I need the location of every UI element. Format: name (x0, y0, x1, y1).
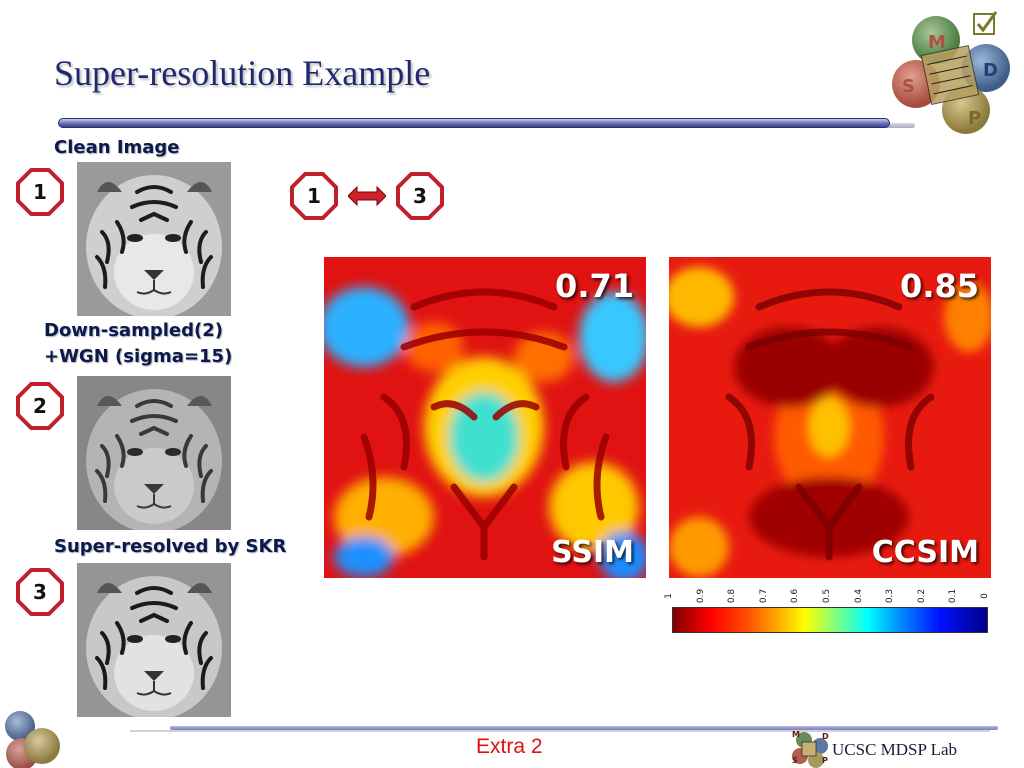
svg-text:D: D (983, 60, 998, 81)
ssim-map: 0.71 SSIM (324, 257, 646, 578)
downsampled-tiger-image (77, 376, 231, 530)
colorbar-tick-label: 0.9 (695, 588, 706, 604)
logo-letter-s: S (792, 756, 798, 765)
logo-letter-m: M (792, 730, 800, 739)
badge-2-number: 2 (20, 386, 60, 426)
compare-badge-3: 3 (396, 172, 444, 220)
badge-1: 1 (16, 168, 64, 216)
ssim-label: SSIM (551, 535, 634, 570)
colorbar-tick-label: 0.4 (853, 588, 864, 604)
badge-3: 3 (16, 568, 64, 616)
compare-badge-1-number: 1 (294, 176, 334, 216)
superresolved-label: Super-resolved by SKR (54, 536, 287, 557)
colorbar (672, 607, 988, 633)
double-arrow-icon (348, 186, 386, 206)
ccsim-map: 0.85 CCSIM (669, 257, 991, 578)
colorbar-tick-label: 0.6 (790, 588, 801, 604)
colorbar-tick-label: 0.1 (948, 588, 959, 604)
footer-rule-shadow (130, 730, 990, 732)
ssim-value: 0.71 (555, 267, 634, 305)
slide-title: Super-resolution Example (54, 53, 431, 93)
downsampled-label-line2: +WGN (sigma=15) (44, 346, 233, 367)
colorbar-tick-label: 0.3 (885, 588, 896, 604)
lab-name: UCSC MDSP Lab (832, 740, 958, 759)
badge-1-number: 1 (20, 172, 60, 212)
badge-2: 2 (16, 382, 64, 430)
clean-tiger-image (77, 162, 231, 316)
footer-text: Extra 2 (476, 735, 543, 758)
colorbar-tick-label: 1 (664, 593, 674, 599)
mdsp-small-logo-icon (792, 732, 828, 768)
svg-text:S: S (902, 76, 915, 97)
compare-badge-1: 1 (290, 172, 338, 220)
colorbar-tick-label: 0 (980, 593, 990, 599)
ccsim-value: 0.85 (900, 267, 979, 305)
colorbar-tick-label: 0.2 (916, 588, 927, 604)
logo-letter-p: P (822, 756, 828, 765)
clean-image-label: Clean Image (54, 137, 180, 158)
superresolved-tiger-image (77, 563, 231, 717)
colorbar-tick-label: 0.7 (758, 588, 769, 604)
mdsp-logo-icon: M D S P (892, 11, 1010, 134)
ccsim-label: CCSIM (871, 535, 979, 570)
title-rule (58, 118, 890, 128)
downsampled-label-line1: Down-sampled(2) (44, 320, 223, 341)
small-logo-letters: M D S P (790, 728, 830, 766)
compare-badge-3-number: 3 (400, 176, 440, 216)
decorative-circles-icon (5, 711, 60, 768)
footer-rule (170, 726, 998, 730)
badge-3-number: 3 (20, 572, 60, 612)
svg-text:P: P (968, 108, 981, 129)
logo-letter-d: D (822, 732, 829, 741)
colorbar-tick-label: 0.8 (727, 588, 738, 604)
colorbar-tick-label: 0.5 (822, 588, 832, 604)
svg-text:M: M (928, 32, 946, 53)
